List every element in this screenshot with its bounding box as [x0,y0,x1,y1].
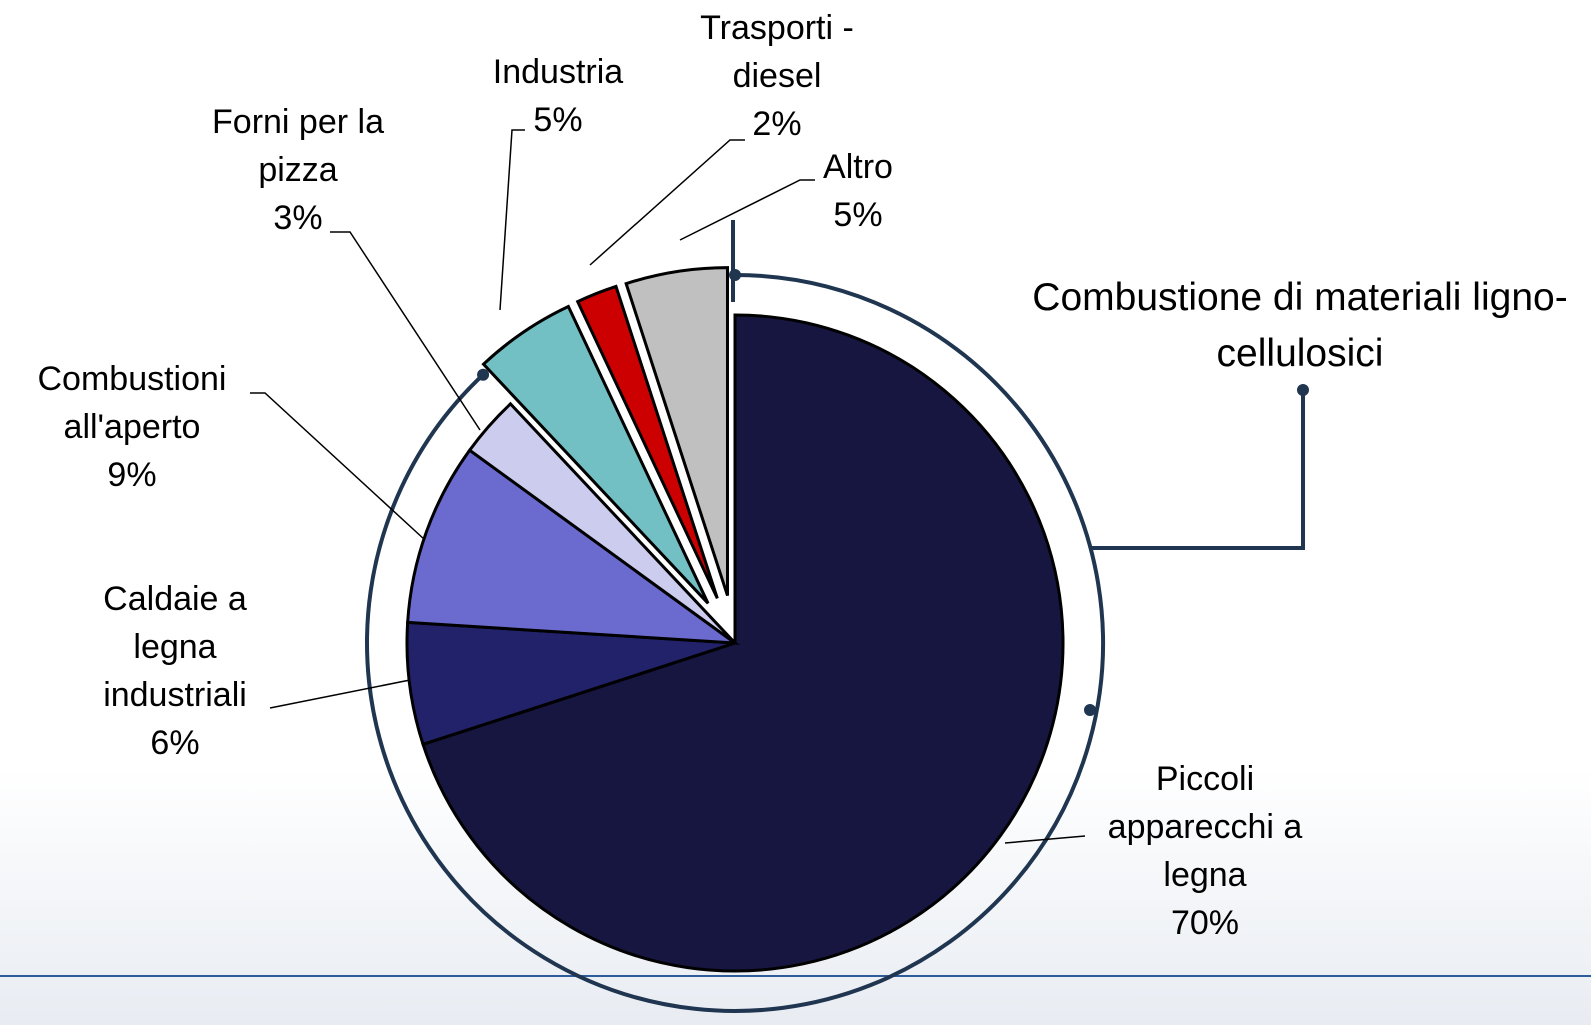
leader-line [589,139,745,266]
group-bracket [365,273,1105,1013]
leader-line [499,129,525,311]
slice-label: Caldaie a legna industriali 6% [75,575,275,767]
slice-label: Industria 5% [468,48,648,144]
category-label: Trasporti - diesel [700,9,854,95]
category-label: Industria [492,53,624,91]
pie-slice [575,284,719,600]
bracket-dot [1084,704,1096,716]
bracket-dot [477,368,490,381]
annotation-connector [1090,390,1305,550]
value-label: 70% [1170,904,1240,942]
leader-line [330,231,481,431]
value-label: 9% [107,456,157,494]
category-label: Combustioni all'aperto [37,360,227,446]
bracket-dot [729,269,741,281]
pie-slice [481,304,710,605]
slice-label: Forni per la pizza 3% [183,98,413,242]
leader-line [1004,835,1086,844]
pie-slice [406,448,741,645]
value-label: 5% [833,196,883,234]
pie-slice [421,313,1065,973]
pie-slice [405,620,736,747]
category-label: Altro [823,148,893,186]
category-label: Piccoli apparecchi a legna [1107,760,1303,894]
value-label: 2% [752,105,802,143]
category-label: Forni per la pizza [212,103,384,189]
pie-slice [624,266,729,597]
annotation: Combustione di materiali ligno-cellulosi… [1032,276,1568,375]
slice-label: Trasporti - diesel 2% [672,4,882,148]
leader-line [250,392,426,541]
slice-label: Piccoli apparecchi a legna 70% [1075,755,1335,947]
value-label: 3% [273,199,323,237]
slice-label: Combustioni all'aperto 9% [12,355,252,499]
slice-label: Altro 5% [798,143,918,239]
category-label: Caldaie a legna industriali [103,580,247,714]
leader-line [269,679,411,709]
pie-slice [467,401,737,645]
value-label: 5% [533,101,583,139]
leader-line [679,179,815,241]
value-label: 6% [150,724,200,762]
